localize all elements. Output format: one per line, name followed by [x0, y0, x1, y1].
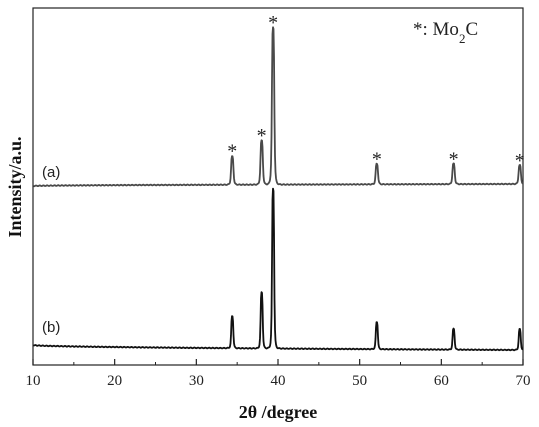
- x-tick-label: 40: [271, 373, 286, 389]
- peak-marker: *: [268, 12, 278, 34]
- series-label-b: (b): [42, 319, 60, 336]
- peak-marker: *: [372, 149, 382, 171]
- x-tick-label: 60: [434, 373, 449, 389]
- series-line: [33, 187, 524, 352]
- peak-marker: *: [257, 125, 267, 147]
- series-label-a: (a): [42, 164, 60, 181]
- x-axis-title: 2θ /degree: [239, 402, 318, 422]
- plot-frame: [32, 7, 524, 366]
- peak-marker: *: [449, 149, 459, 171]
- x-tick-label: 30: [189, 373, 204, 389]
- legend-text-suffix: C: [465, 19, 478, 40]
- x-tick-labels: 10 20 30 40 50 60 70: [26, 373, 531, 389]
- y-axis-title: Intensity/a.u.: [5, 136, 25, 237]
- legend-symbol: *: [413, 19, 423, 40]
- x-tick-label: 50: [352, 373, 367, 389]
- peak-markers: * * * * * *: [227, 12, 524, 172]
- x-tick-label: 70: [516, 373, 531, 389]
- legend-subscript: 2: [459, 31, 466, 46]
- x-ticks: [32, 359, 524, 365]
- curves: [33, 26, 524, 352]
- peak-marker: *: [227, 141, 237, 163]
- x-tick-label: 20: [107, 373, 122, 389]
- x-tick-label: 10: [26, 373, 41, 389]
- peak-marker: *: [515, 150, 525, 172]
- legend: *: Mo2C: [413, 19, 478, 46]
- legend-text-prefix: : Mo: [423, 19, 459, 40]
- series-line: [33, 26, 524, 188]
